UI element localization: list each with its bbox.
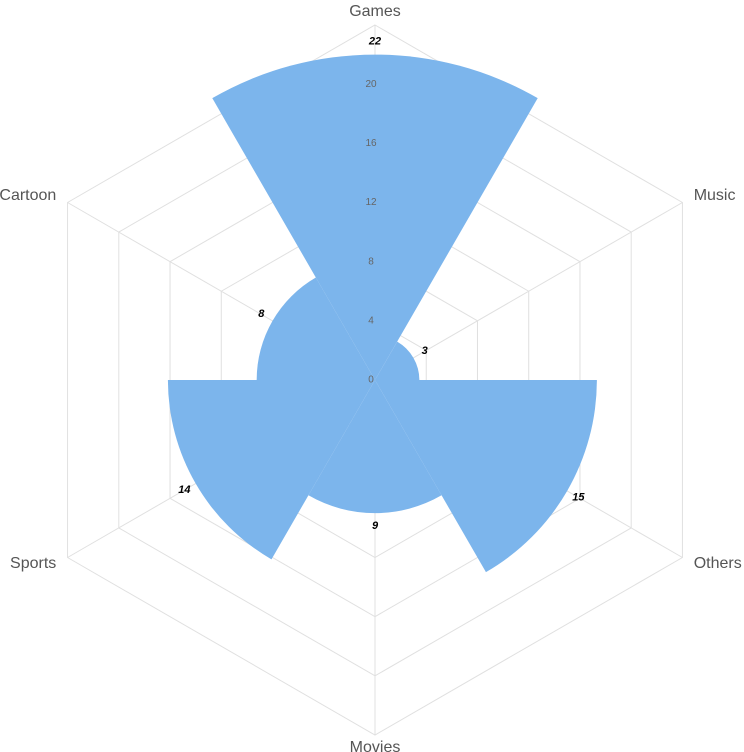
wedge	[167, 380, 375, 560]
value-label: 3	[422, 345, 428, 357]
wedge	[308, 380, 442, 514]
category-label: Games	[349, 3, 401, 20]
r-tick-label: 12	[365, 197, 377, 208]
category-label: Cartoon	[0, 187, 56, 204]
wedge	[375, 341, 420, 380]
category-label: Others	[694, 555, 742, 572]
category-label: Sports	[10, 555, 56, 572]
value-label: 15	[572, 491, 585, 503]
value-label: 22	[368, 35, 381, 47]
value-label: 8	[258, 308, 265, 320]
value-label: 9	[372, 520, 379, 532]
r-tick-label: 8	[368, 256, 374, 267]
spoke	[374, 202, 683, 381]
wedge	[375, 380, 597, 573]
r-tick-label: 20	[365, 79, 377, 90]
r-tick-label: 16	[365, 138, 377, 149]
category-label: Movies	[350, 739, 401, 752]
wedge	[256, 277, 375, 380]
wedge	[212, 54, 538, 381]
category-label: Music	[694, 187, 736, 204]
r-tick-label: 0	[368, 375, 374, 386]
value-label: 14	[178, 484, 190, 496]
r-tick-label: 4	[368, 315, 374, 326]
